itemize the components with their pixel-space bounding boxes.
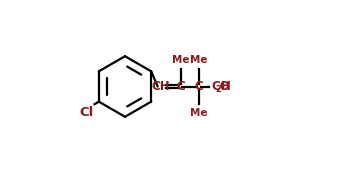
- Text: H: H: [221, 80, 231, 93]
- Text: Me: Me: [190, 108, 208, 118]
- Text: CO: CO: [212, 80, 230, 93]
- Text: 2: 2: [215, 85, 221, 94]
- Text: Me: Me: [172, 55, 190, 65]
- Text: CH: CH: [151, 80, 170, 93]
- Text: Me: Me: [190, 55, 208, 65]
- Text: Cl: Cl: [79, 106, 94, 119]
- Text: C: C: [195, 80, 203, 93]
- Text: C: C: [176, 80, 185, 93]
